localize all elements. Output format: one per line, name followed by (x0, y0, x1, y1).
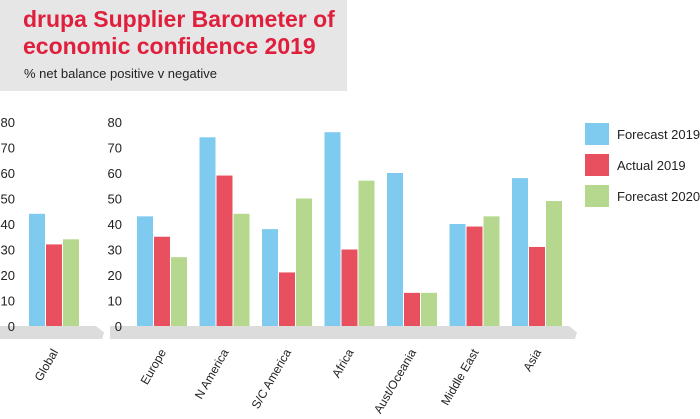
y-tick-label-0-20: 20 (1, 268, 15, 283)
category-label-1-1: N America (192, 346, 232, 401)
category-label-1-0: Europe (138, 346, 170, 387)
y-tick-label-0-0: 0 (8, 319, 15, 334)
y-tick-label-1-70: 70 (108, 141, 122, 156)
y-tick-label-1-40: 40 (108, 217, 122, 232)
y-tick-label-0-10: 10 (1, 294, 15, 309)
bar-1-6-1 (529, 246, 545, 326)
category-label-1-4: Aust/Oceania (371, 346, 419, 416)
bar-1-0-0 (137, 216, 153, 326)
bar-1-2-0 (262, 229, 278, 326)
y-tick-label-1-20: 20 (108, 268, 122, 283)
legend-swatch-0 (585, 123, 609, 145)
category-label-1-3: Africa (329, 346, 357, 380)
bar-1-5-0 (449, 224, 466, 326)
bar-1-5-1 (466, 226, 483, 326)
y-tick-label-1-50: 50 (108, 192, 122, 207)
category-label-1-2: S/C America (249, 346, 295, 411)
y-tick-label-1-30: 30 (108, 243, 122, 258)
title-line-2: economic confidence 2019 (23, 33, 316, 59)
bar-0-0-0 (29, 213, 45, 326)
category-label-1-5: Middle East (438, 346, 482, 408)
bar-1-1-2 (233, 213, 250, 326)
bar-1-1-1 (216, 175, 233, 326)
bar-1-4-2 (421, 292, 437, 326)
bar-1-6-2 (546, 201, 562, 326)
bar-1-0-2 (171, 257, 187, 326)
bar-1-3-1 (341, 249, 358, 326)
legend-label-0: Forecast 2019 (617, 127, 700, 142)
category-label-0-0: Global (32, 347, 61, 384)
category-label-1-6: Asia (520, 346, 544, 373)
y-tick-label-1-10: 10 (108, 294, 122, 309)
legend-label-2: Forecast 2020 (617, 189, 700, 204)
chart-title: drupa Supplier Barometer of economic con… (23, 6, 335, 60)
bar-1-6-0 (512, 178, 528, 326)
bar-1-2-1 (279, 272, 295, 326)
chart-subtitle: % net balance positive v negative (24, 66, 217, 81)
legend-label-1: Actual 2019 (617, 158, 686, 173)
y-tick-label-1-0: 0 (115, 319, 122, 334)
y-tick-label-0-80: 80 (1, 115, 15, 130)
y-tick-label-0-30: 30 (1, 243, 15, 258)
title-line-1: drupa Supplier Barometer of (23, 6, 335, 32)
bar-1-1-0 (199, 137, 216, 326)
bar-1-4-0 (387, 173, 403, 326)
y-tick-label-0-50: 50 (1, 192, 15, 207)
legend-swatch-2 (585, 185, 609, 207)
y-tick-label-1-80: 80 (108, 115, 122, 130)
y-tick-label-1-60: 60 (108, 166, 122, 181)
y-tick-label-0-60: 60 (1, 166, 15, 181)
bar-0-0-2 (63, 239, 79, 326)
legend-swatch-1 (585, 154, 609, 176)
y-tick-label-0-40: 40 (1, 217, 15, 232)
bar-1-5-2 (483, 216, 500, 326)
bar-1-4-1 (404, 292, 420, 326)
bar-1-3-2 (358, 180, 375, 326)
bar-1-3-0 (324, 132, 341, 326)
y-tick-label-0-70: 70 (1, 141, 15, 156)
bar-1-2-2 (296, 198, 312, 326)
bar-1-0-1 (154, 236, 170, 326)
title-panel: drupa Supplier Barometer of economic con… (0, 0, 347, 91)
panel-1-floor (110, 326, 577, 339)
panel-0-floor (0, 326, 104, 339)
bar-0-0-1 (46, 244, 62, 326)
